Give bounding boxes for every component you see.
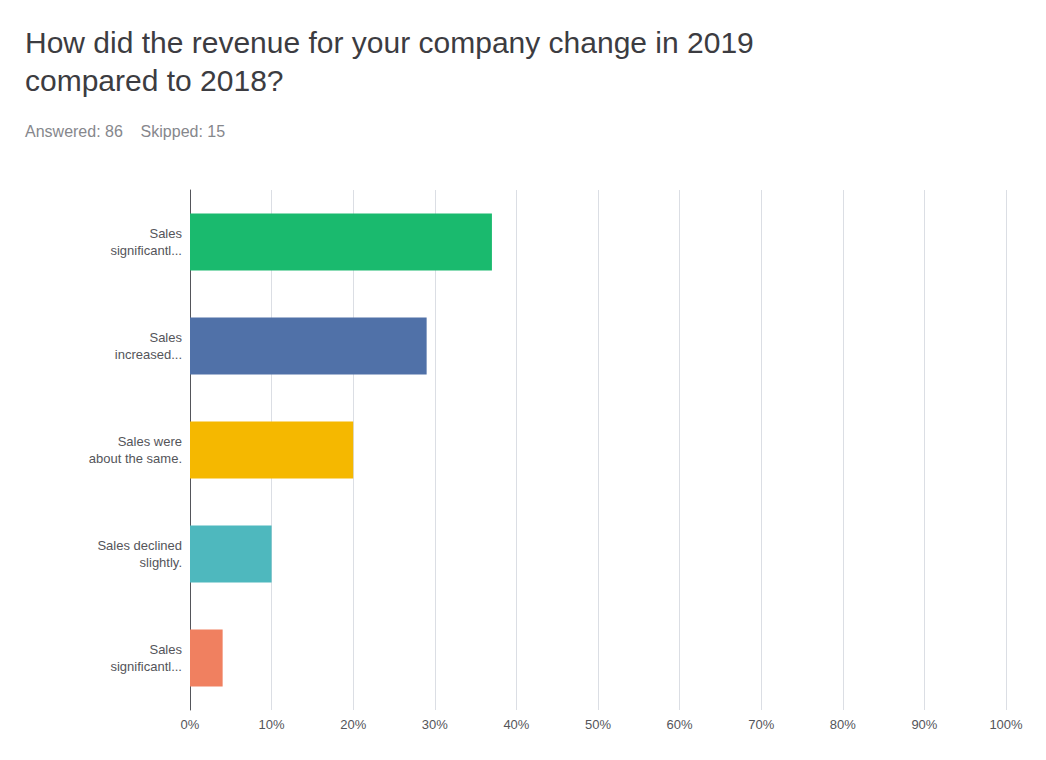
svg-text:50%: 50% (585, 717, 611, 732)
svg-text:significantl...: significantl... (110, 243, 182, 258)
svg-text:Sales: Sales (149, 642, 182, 657)
svg-text:Sales: Sales (149, 226, 182, 241)
svg-text:increased...: increased... (115, 347, 182, 362)
svg-text:How did the revenue for your c: How did the revenue for your company cha… (25, 26, 754, 59)
svg-text:100%: 100% (989, 717, 1023, 732)
svg-text:Answered: 86 Skipped: 15: Answered: 86 Skipped: 15 (25, 123, 225, 140)
svg-text:20%: 20% (340, 717, 366, 732)
svg-text:significantl...: significantl... (110, 659, 182, 674)
svg-text:slightly.: slightly. (140, 555, 182, 570)
svg-text:40%: 40% (503, 717, 529, 732)
svg-text:Sales declined: Sales declined (97, 538, 182, 553)
svg-text:Sales: Sales (149, 330, 182, 345)
svg-text:Sales were: Sales were (118, 434, 182, 449)
svg-text:about the same.: about the same. (89, 451, 182, 466)
svg-text:70%: 70% (748, 717, 774, 732)
svg-text:30%: 30% (422, 717, 448, 732)
svg-text:90%: 90% (911, 717, 937, 732)
svg-text:80%: 80% (830, 717, 856, 732)
svg-text:60%: 60% (667, 717, 693, 732)
svg-text:10%: 10% (259, 717, 285, 732)
svg-text:compared to 2018?: compared to 2018? (25, 64, 284, 97)
svg-text:0%: 0% (181, 717, 200, 732)
